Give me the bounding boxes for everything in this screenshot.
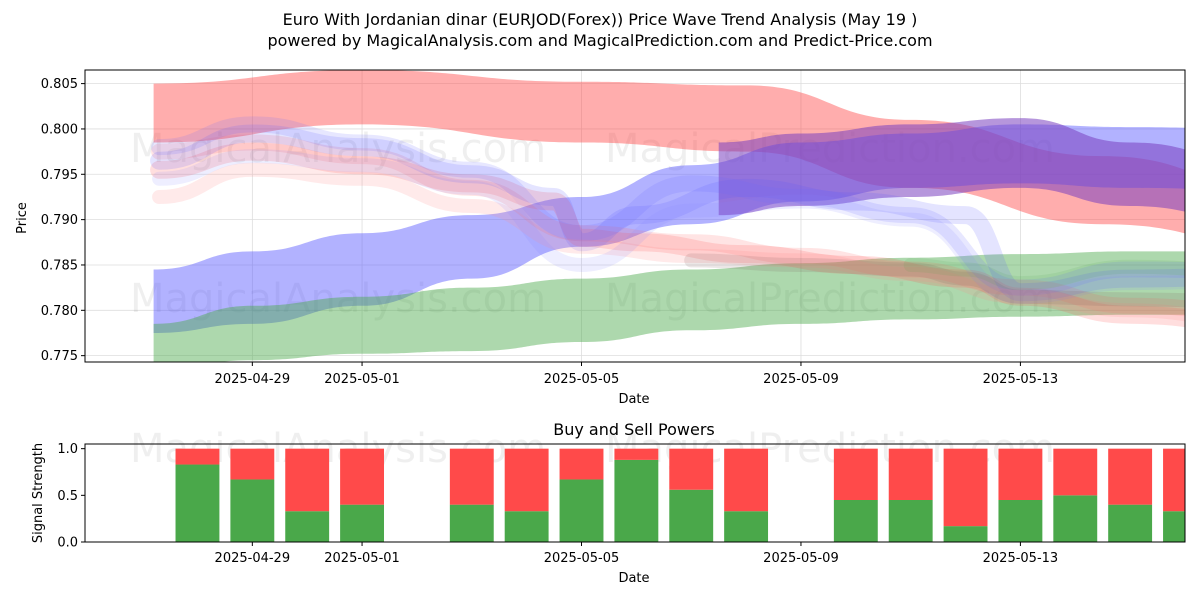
sell-bar: [724, 448, 769, 512]
price-plot-area: [150, 70, 1185, 362]
bar-y-tick-label: 0.5: [57, 489, 78, 504]
price-x-tick-label: 2025-05-09: [763, 372, 839, 387]
bar-x-tick-label: 2025-05-09: [763, 551, 839, 566]
price-y-tick-label: 0.795: [41, 168, 78, 183]
bar-x-tick-label: 2025-05-05: [544, 551, 620, 566]
price-x-axis: 2025-04-29 2025-05-01 2025-05-05 2025-05-09…: [215, 362, 1059, 387]
price-x-axis-label: Date: [618, 392, 649, 407]
buy-bar: [285, 511, 330, 542]
buy-bar: [888, 500, 933, 542]
sell-bar: [943, 448, 988, 527]
watermark-text: MagicalPrediction.com: [605, 276, 1055, 322]
buy-bar: [175, 464, 220, 542]
sell-bar: [669, 448, 714, 490]
price-x-tick-label: 2025-05-05: [544, 372, 620, 387]
buy-bar: [1108, 504, 1153, 542]
buy-bar: [504, 511, 549, 542]
bar-plot-area: [175, 448, 1185, 542]
price-x-tick-label: 2025-05-01: [324, 372, 400, 387]
sell-bar: [614, 448, 659, 460]
price-x-tick-label: 2025-05-13: [983, 372, 1059, 387]
buy-bar: [340, 504, 385, 542]
bar-x-tick-label: 2025-04-29: [215, 551, 291, 566]
buy-bar: [724, 511, 769, 542]
price-y-tick-label: 0.790: [41, 213, 78, 228]
buy-bar: [559, 479, 604, 542]
bar-x-axis-label: Date: [618, 571, 649, 586]
wave-band-green-rising-wave: [153, 251, 1185, 362]
wave-line: [903, 258, 1185, 291]
price-x-tick-label: 2025-04-29: [215, 372, 291, 387]
buy-bar: [1163, 511, 1185, 542]
bar-y-axis: 0.0 0.5 1.0: [57, 442, 85, 551]
buy-bar: [943, 526, 988, 542]
sell-bar: [559, 448, 604, 480]
wave-band-purple-overlap-wave: [718, 118, 1185, 216]
wave-line: [684, 253, 1185, 308]
wave-line: [151, 116, 1185, 296]
buy-bar: [833, 500, 878, 542]
price-y-tick-label: 0.775: [41, 349, 78, 364]
price-y-axis-label: Price: [15, 202, 30, 234]
sell-bar: [230, 448, 275, 480]
buy-bar: [449, 504, 494, 542]
bar-x-tick-label: 2025-05-13: [983, 551, 1059, 566]
sell-bar: [504, 448, 549, 512]
sell-bar: [285, 448, 330, 512]
wave-line: [152, 162, 1185, 322]
price-y-tick-label: 0.805: [41, 77, 78, 92]
price-y-axis: 0.775 0.780 0.785 0.790 0.795 0.800 0.805: [41, 77, 85, 364]
price-y-tick-label: 0.780: [41, 304, 78, 319]
sell-bar: [1053, 448, 1098, 496]
price-y-tick-label: 0.785: [41, 258, 78, 273]
bar-y-tick-label: 1.0: [57, 442, 78, 457]
buy-bar: [1053, 495, 1098, 542]
sell-bar: [833, 448, 878, 500]
wave-line: [151, 134, 1185, 317]
buy-bar: [230, 479, 275, 542]
wave-line: [150, 142, 1185, 328]
buy-bar: [998, 500, 1043, 542]
wave-band-red-upper-wave: [153, 70, 1185, 234]
sell-bar: [1108, 448, 1153, 505]
watermark-text: MagicalAnalysis.com: [130, 126, 546, 172]
sell-bar: [175, 448, 220, 465]
bar-x-axis: 2025-04-29 2025-05-01 2025-05-05 2025-05-09…: [215, 542, 1059, 566]
price-y-tick-label: 0.800: [41, 122, 78, 137]
buy-bar: [669, 489, 714, 542]
wave-line: [152, 149, 1185, 304]
buy-bar: [614, 459, 659, 542]
bar-y-tick-label: 0.0: [57, 536, 78, 551]
chart-title: Euro With Jordanian dinar (EURJOD(Forex)…: [282, 10, 918, 29]
sell-bar: [340, 448, 385, 505]
bar-y-axis-label: Signal Strength: [31, 443, 46, 543]
sell-bar: [449, 448, 494, 505]
wave-line: [150, 124, 1185, 302]
sell-bar: [998, 448, 1043, 500]
watermark-text: MagicalAnalysis.com: [130, 276, 546, 322]
sell-bar: [1163, 448, 1185, 512]
price-axes-frame: [84, 69, 1186, 363]
bar-axes-frame: [84, 443, 1186, 543]
chart-subtitle: powered by MagicalAnalysis.com and Magic…: [267, 31, 933, 50]
bar-chart-title: Buy and Sell Powers: [553, 420, 715, 439]
bar-x-tick-label: 2025-05-01: [324, 551, 400, 566]
price-grid: [85, 70, 1185, 362]
sell-bar: [888, 448, 933, 500]
